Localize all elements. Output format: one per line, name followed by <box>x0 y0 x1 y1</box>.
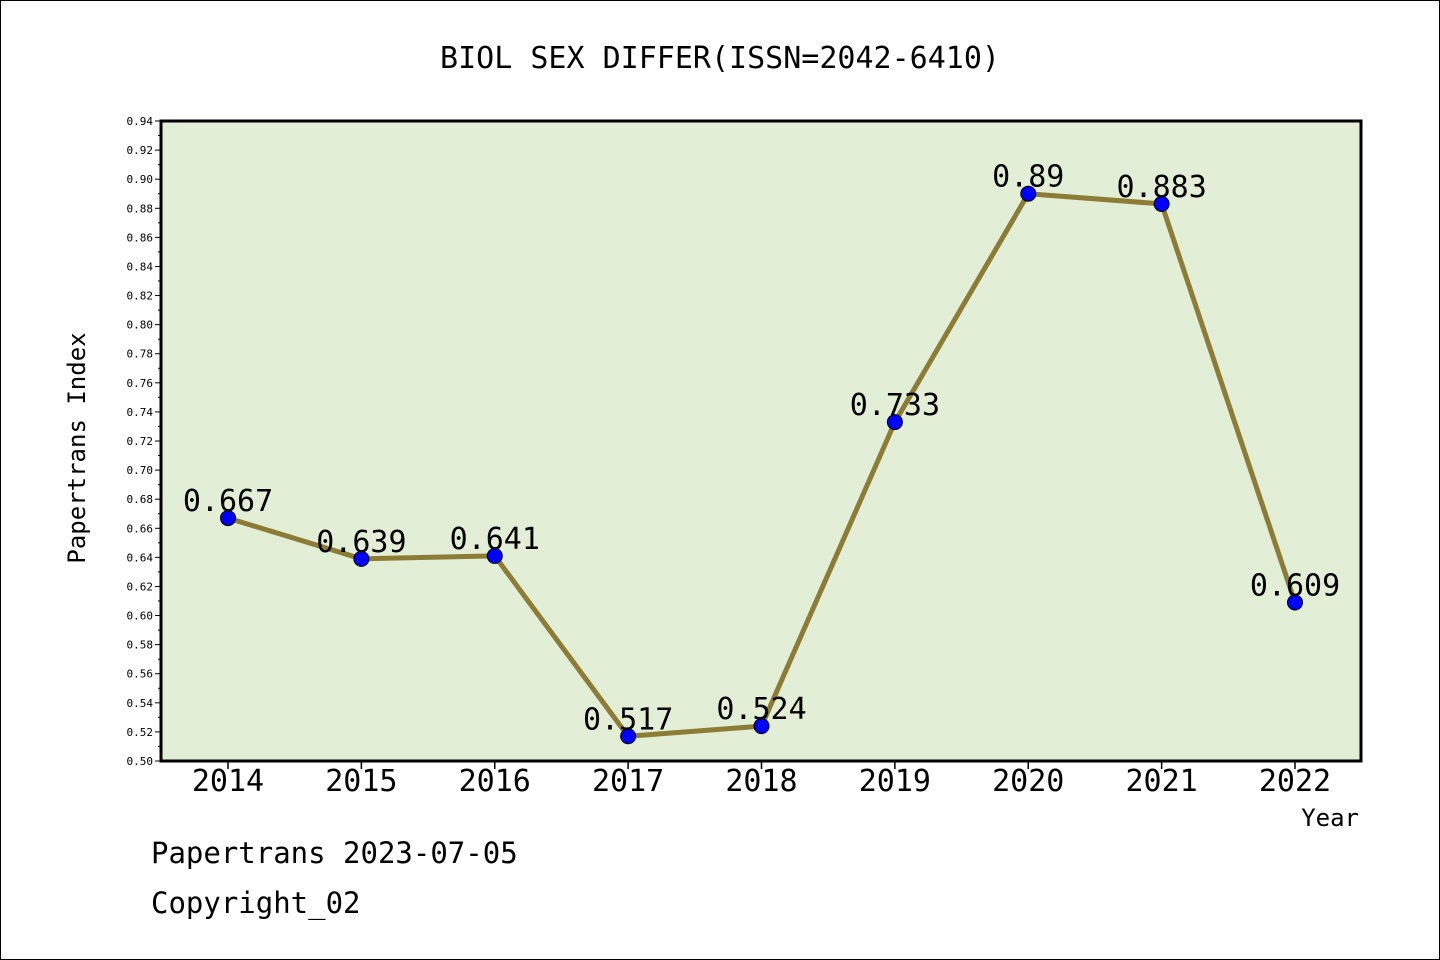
data-label: 0.89 <box>992 160 1064 195</box>
data-point <box>1020 185 1037 202</box>
data-point <box>220 510 236 527</box>
x-tick-label: 2018 <box>725 764 797 799</box>
footer-copyright: Copyright_02 <box>151 886 361 920</box>
y-axis-title: Papertrans Index <box>63 332 91 563</box>
data-point <box>1153 195 1170 212</box>
data-point <box>620 728 637 745</box>
x-tick-label: 2014 <box>192 764 264 799</box>
y-tick-label: 0.70 <box>127 464 154 477</box>
y-tick-label: 0.92 <box>127 144 154 157</box>
y-tick-label: 0.86 <box>127 231 154 244</box>
footer-date: Papertrans 2023-07-05 <box>151 836 518 870</box>
plot-area <box>159 119 1363 763</box>
y-tick-label: 0.82 <box>127 290 154 303</box>
x-tick-label: 2016 <box>459 764 531 799</box>
data-label: 0.609 <box>1250 568 1340 603</box>
y-tick-label: 0.56 <box>127 668 154 681</box>
chart-title: BIOL SEX DIFFER(ISSN=2042-6410) <box>440 41 1000 76</box>
data-label: 0.524 <box>716 692 806 727</box>
data-point <box>486 547 503 564</box>
data-point <box>886 414 903 431</box>
data-label: 0.517 <box>583 702 673 737</box>
y-tick-label: 0.52 <box>127 726 154 739</box>
data-label: 0.883 <box>1116 170 1206 205</box>
y-tick-label: 0.64 <box>127 551 154 564</box>
y-tick-label: 0.62 <box>127 580 154 593</box>
y-tick-label: 0.76 <box>127 377 154 390</box>
data-point <box>1287 594 1303 611</box>
data-label: 0.733 <box>850 388 940 423</box>
y-tick-label: 0.90 <box>127 173 154 186</box>
data-label: 0.639 <box>316 525 406 560</box>
x-tick-label: 2015 <box>325 764 397 799</box>
y-tick-label: 0.74 <box>127 406 154 419</box>
x-tick-label: 2021 <box>1126 764 1198 799</box>
y-tick-label: 0.68 <box>127 493 154 506</box>
y-tick-label: 0.78 <box>127 348 154 361</box>
data-label: 0.641 <box>450 522 540 557</box>
y-tick-label: 0.72 <box>127 435 154 448</box>
x-tick-label: 2022 <box>1259 764 1331 799</box>
y-tick-label: 0.54 <box>127 697 154 710</box>
y-tick-label: 0.66 <box>127 522 154 535</box>
data-point <box>753 718 770 735</box>
y-tick-label: 0.80 <box>127 319 154 332</box>
x-tick-label: 2020 <box>992 764 1064 799</box>
y-tick-label: 0.84 <box>127 260 154 273</box>
x-axis-title: Year <box>1301 804 1359 832</box>
data-label: 0.667 <box>183 484 273 519</box>
y-tick-label: 0.50 <box>127 755 154 768</box>
y-tick-label: 0.94 <box>127 115 154 128</box>
data-point <box>353 550 370 567</box>
x-tick-label: 2019 <box>859 764 931 799</box>
y-tick-label: 0.60 <box>127 610 154 623</box>
y-tick-label: 0.58 <box>127 639 154 652</box>
y-tick-label: 0.88 <box>127 202 154 215</box>
x-tick-label: 2017 <box>592 764 664 799</box>
